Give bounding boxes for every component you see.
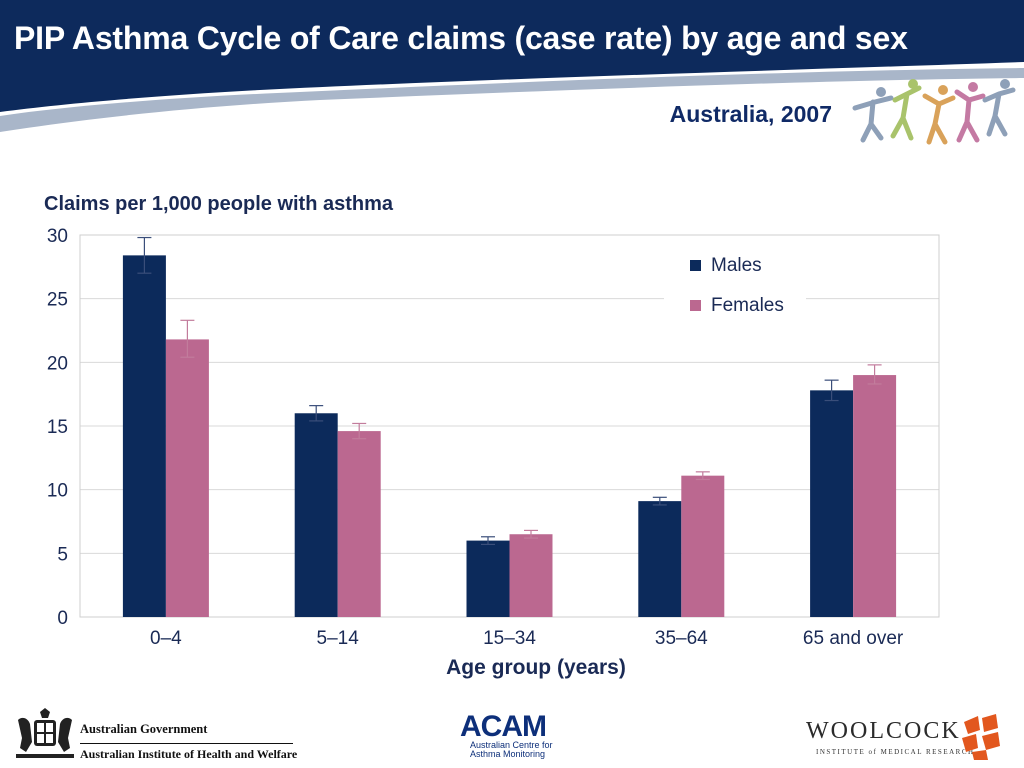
acam-wordmark: ACAM xyxy=(460,710,547,743)
bar-males xyxy=(810,390,854,617)
bar-males xyxy=(122,255,166,617)
legend: Males Females xyxy=(664,244,806,316)
woolcock-logo: WOOLCOCK INSTITUTE of MEDICAL RESEARCH xyxy=(806,712,1006,762)
legend-label-females: Females xyxy=(711,295,784,316)
government-name: Australian Government xyxy=(80,722,208,736)
error-bar-females xyxy=(867,364,882,385)
bar-females xyxy=(165,339,209,617)
page-subtitle: Australia, 2007 xyxy=(669,101,832,127)
people-figures-logo xyxy=(852,79,1016,145)
bar-females xyxy=(337,431,381,617)
y-tick-label: 5 xyxy=(57,544,68,565)
y-tick-label: 30 xyxy=(47,226,68,247)
error-bar-males xyxy=(652,496,667,506)
bar-chart: Claims per 1,000 people with asthma 0 5 10… xyxy=(44,193,940,679)
page-title: PIP Asthma Cycle of Care claims (case ra… xyxy=(14,20,908,56)
x-tick-label: 5–14 xyxy=(317,628,360,649)
header-banner xyxy=(0,0,1024,132)
x-tick-label: 0–4 xyxy=(150,628,182,649)
x-axis-ticks: 0–4 5–14 15–34 35–64 65 and over xyxy=(150,628,904,649)
x-tick-label: 35–64 xyxy=(655,628,708,649)
acam-tagline-line1: Australian Centre for xyxy=(470,740,553,750)
acam-tagline-line2: Asthma Monitoring xyxy=(470,749,546,759)
banner-background xyxy=(0,0,1024,112)
woolcock-emblem-icon xyxy=(962,714,1000,760)
y-tick-label: 20 xyxy=(47,353,68,374)
woolcock-wordmark: WOOLCOCK xyxy=(806,718,961,744)
bar-females xyxy=(681,475,725,617)
legend-background xyxy=(664,244,806,312)
error-bar-females xyxy=(695,471,710,481)
institute-name: Australian Institute of Health and Welfa… xyxy=(80,747,298,761)
australian-government-logo: Australian Government Australian Institu… xyxy=(12,708,302,764)
bar-males xyxy=(466,540,510,617)
error-bar-males xyxy=(137,236,152,274)
error-bar-males xyxy=(824,379,839,402)
y-tick-label: 10 xyxy=(47,481,68,502)
coat-of-arms-icon xyxy=(16,708,74,758)
bar-females xyxy=(509,534,553,617)
y-tick-label: 15 xyxy=(47,417,68,438)
x-axis-label: Age group (years) xyxy=(446,656,626,679)
acam-tagline: Australian Centre for Asthma Monitoring xyxy=(470,741,570,759)
y-tick-label: 25 xyxy=(47,290,68,311)
error-bar-males xyxy=(481,536,495,546)
x-tick-label: 65 and over xyxy=(803,628,904,649)
divider xyxy=(80,743,293,744)
bar-males xyxy=(294,413,338,617)
error-bar-males xyxy=(309,405,324,422)
y-axis-ticks: 0 5 10 15 20 25 30 xyxy=(47,226,68,629)
y-tick-label: 0 xyxy=(57,608,68,629)
chart-title: Claims per 1,000 people with asthma xyxy=(44,193,394,215)
bar-females xyxy=(853,375,897,617)
x-tick-label: 15–34 xyxy=(483,628,536,649)
error-bar-females xyxy=(352,422,367,440)
acam-logo: ACAM Australian Centre for Asthma Monito… xyxy=(458,710,570,768)
banner-swoosh xyxy=(0,68,1024,132)
bar-males xyxy=(638,501,682,617)
legend-swatch-females xyxy=(690,300,701,311)
bars xyxy=(122,255,897,617)
error-bar-females xyxy=(180,319,195,358)
legend-label-males: Males xyxy=(711,255,762,276)
woolcock-tagline: INSTITUTE of MEDICAL RESEARCH xyxy=(816,748,975,756)
error-bars xyxy=(137,236,882,546)
footer: Australian Government Australian Institu… xyxy=(0,700,1024,768)
legend-swatch-males xyxy=(690,260,701,271)
error-bar-females xyxy=(524,529,538,539)
